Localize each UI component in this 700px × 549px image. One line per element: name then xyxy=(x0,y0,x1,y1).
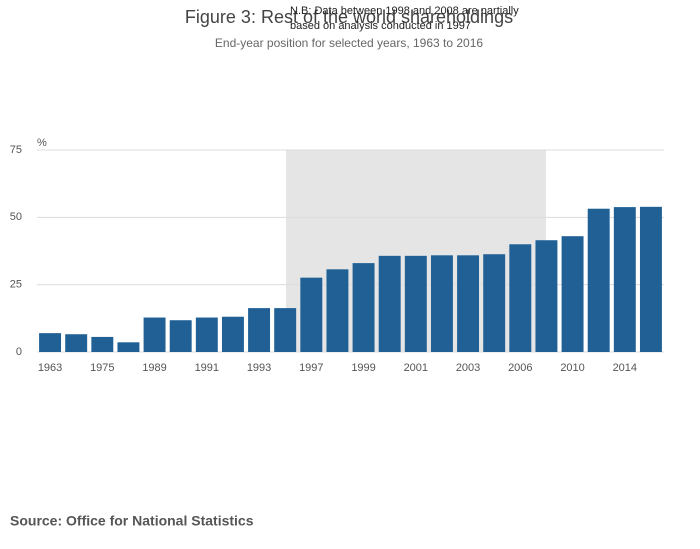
bar xyxy=(404,255,427,352)
bar xyxy=(483,254,506,352)
x-tick-label: 2006 xyxy=(508,362,532,374)
bar xyxy=(613,207,636,352)
x-tick-label: 1993 xyxy=(247,362,271,374)
bar xyxy=(169,320,192,352)
x-tick-label: 1999 xyxy=(351,362,375,374)
bar xyxy=(117,342,140,352)
bar xyxy=(352,263,375,352)
bar xyxy=(248,308,271,352)
chart-title: Figure 3: Rest of the world shareholding… xyxy=(185,7,513,27)
bar xyxy=(143,317,166,352)
bar xyxy=(457,255,480,352)
x-tick-label: 1989 xyxy=(142,362,166,374)
x-tick-label: 2001 xyxy=(404,362,428,374)
bar xyxy=(300,277,323,352)
bar xyxy=(430,255,453,352)
bar xyxy=(587,208,610,352)
bar xyxy=(65,334,88,352)
x-tick-label: 1975 xyxy=(90,362,114,374)
source: Source: Office for National Statistics xyxy=(10,513,254,529)
x-tick-label: 1963 xyxy=(38,362,62,374)
bar xyxy=(509,244,532,352)
bar xyxy=(39,333,62,352)
chart-subtitle: End-year position for selected years, 19… xyxy=(215,36,483,50)
bar xyxy=(91,336,114,352)
y-tick-label: 0 xyxy=(16,346,22,358)
bar xyxy=(326,269,349,352)
x-tick-label: 2014 xyxy=(613,362,637,374)
bar xyxy=(221,316,244,352)
bar xyxy=(274,308,297,352)
y-tick-label: 25 xyxy=(10,279,22,291)
bar xyxy=(535,240,558,352)
bar xyxy=(378,255,401,352)
annotation: N.B: Data between 1998 and 2008 are part… xyxy=(290,5,519,17)
y-unit: % xyxy=(37,137,47,149)
x-tick-label: 2010 xyxy=(560,362,584,374)
annotation: based on analysis conducted in 1997 xyxy=(290,20,471,32)
x-tick-label: 2003 xyxy=(456,362,480,374)
y-tick-label: 50 xyxy=(10,211,22,223)
bar xyxy=(639,206,662,352)
x-tick-label: 1991 xyxy=(195,362,219,374)
bar xyxy=(195,317,218,352)
y-tick-label: 75 xyxy=(10,144,22,156)
bar xyxy=(561,236,584,352)
x-tick-label: 1997 xyxy=(299,362,323,374)
